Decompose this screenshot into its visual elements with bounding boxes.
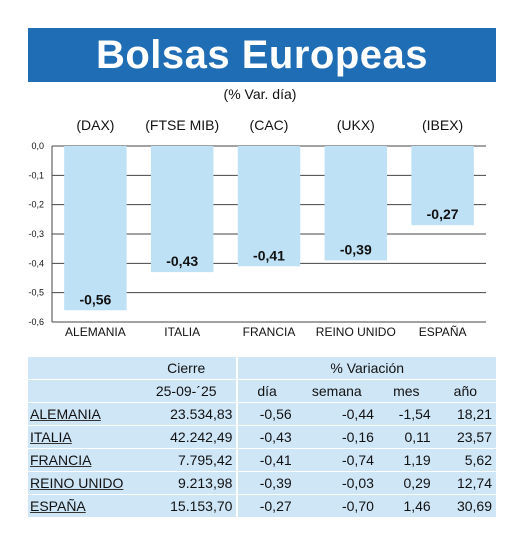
- header-cierre: Cierre: [136, 357, 239, 380]
- data-table: Cierre % Variación 25-09-´25 día semana …: [28, 357, 496, 518]
- cell-cierre: 15.153,70: [136, 494, 239, 518]
- bar-value-label: -0,27: [427, 206, 459, 222]
- row-name: ESPAÑA: [28, 494, 136, 518]
- cell-semana: -0,16: [295, 425, 378, 449]
- y-tick-label: -0,2: [28, 200, 44, 210]
- col-header-date: 25-09-´25: [136, 379, 239, 403]
- bar-chart: 0,0 -0,1 -0,2 -0,3 -0,4 -0,5 -0,6 -0,56 (DAX) ALE…: [28, 117, 486, 339]
- cell-semana: -0,70: [295, 494, 378, 518]
- row-name: FRANCIA: [28, 448, 136, 472]
- y-tick-label: 0,0: [31, 141, 44, 151]
- table-column-header-row: 25-09-´25 día semana mes año: [28, 379, 496, 403]
- cell-dia: -0,39: [237, 471, 296, 495]
- bar-value-label: -0,39: [340, 241, 372, 257]
- bar: [237, 146, 301, 267]
- col-header-dia: día: [237, 379, 296, 403]
- cell-semana: -0,44: [295, 402, 378, 426]
- cell-cierre: 9.213,98: [136, 471, 239, 495]
- title-banner: Bolsas Europeas: [28, 28, 496, 82]
- index-label: (CAC): [250, 117, 289, 133]
- table-corner: [28, 357, 136, 380]
- col-header-ano: año: [434, 379, 496, 403]
- page-title: Bolsas Europeas: [95, 32, 429, 77]
- cell-ano: 30,69: [434, 494, 496, 518]
- bar: [150, 146, 214, 273]
- bar: [411, 146, 474, 226]
- table-row: ALEMANIA 23.534,83 -0,56 -0,44 -1,54 18,…: [28, 402, 496, 426]
- index-label: (IBEX): [422, 117, 463, 133]
- cell-ano: 23,57: [434, 425, 496, 449]
- bar-value-label: -0,41: [253, 247, 285, 263]
- cell-semana: -0,74: [295, 448, 378, 472]
- row-name: ITALIA: [28, 425, 136, 449]
- col-header-semana: semana: [295, 379, 378, 403]
- cell-semana: -0,03: [295, 471, 378, 495]
- category-label: FRANCIA: [243, 325, 296, 339]
- table-row: REINO UNIDO 9.213,98 -0,39 -0,03 0,29 12…: [28, 471, 496, 495]
- header-variacion: % Variación: [237, 357, 496, 380]
- cell-mes: 1,46: [377, 494, 435, 518]
- col-header-mes: mes: [377, 379, 435, 403]
- index-label: (DAX): [76, 117, 114, 133]
- bar-value-label: -0,43: [166, 253, 198, 269]
- cell-cierre: 42.242,49: [136, 425, 239, 449]
- y-tick-label: -0,3: [28, 229, 44, 239]
- cell-cierre: 23.534,83: [136, 402, 239, 426]
- y-tick-label: -0,6: [28, 317, 44, 327]
- cell-cierre: 7.795,42: [136, 448, 239, 472]
- cell-dia: -0,27: [237, 494, 296, 518]
- cell-dia: -0,41: [237, 448, 296, 472]
- table-row: ITALIA 42.242,49 -0,43 -0,16 0,11 23,57: [28, 425, 496, 449]
- index-label: (UKX): [337, 117, 375, 133]
- category-label: ITALIA: [164, 325, 200, 339]
- cell-dia: -0,43: [237, 425, 296, 449]
- y-tick-label: -0,1: [28, 170, 44, 180]
- cell-mes: 1,19: [377, 448, 435, 472]
- table-corner-2: [28, 379, 136, 403]
- cell-ano: 5,62: [434, 448, 496, 472]
- cell-ano: 12,74: [434, 471, 496, 495]
- table-group-header-row: Cierre % Variación: [28, 357, 496, 380]
- row-name: REINO UNIDO: [28, 471, 136, 495]
- cell-mes: -1,54: [377, 402, 435, 426]
- y-tick-label: -0,5: [28, 288, 44, 298]
- category-label: REINO UNIDO: [316, 325, 396, 339]
- cell-dia: -0,56: [237, 402, 296, 426]
- category-label: ESPAÑA: [419, 325, 467, 339]
- index-label: (FTSE MIB): [145, 117, 219, 133]
- bar: [64, 146, 127, 311]
- cell-ano: 18,21: [434, 402, 496, 426]
- chart-subtitle: (% Var. día): [223, 86, 297, 102]
- bar-value-label: -0,56: [79, 291, 111, 307]
- table-row: FRANCIA 7.795,42 -0,41 -0,74 1,19 5,62: [28, 448, 496, 472]
- row-name: ALEMANIA: [28, 402, 136, 426]
- cell-mes: 0,11: [377, 425, 435, 449]
- y-tick-label: -0,4: [28, 258, 44, 268]
- category-label: ALEMANIA: [65, 325, 126, 339]
- bar: [324, 146, 388, 261]
- cell-mes: 0,29: [377, 471, 435, 495]
- table-row: ESPAÑA 15.153,70 -0,27 -0,70 1,46 30,69: [28, 494, 496, 518]
